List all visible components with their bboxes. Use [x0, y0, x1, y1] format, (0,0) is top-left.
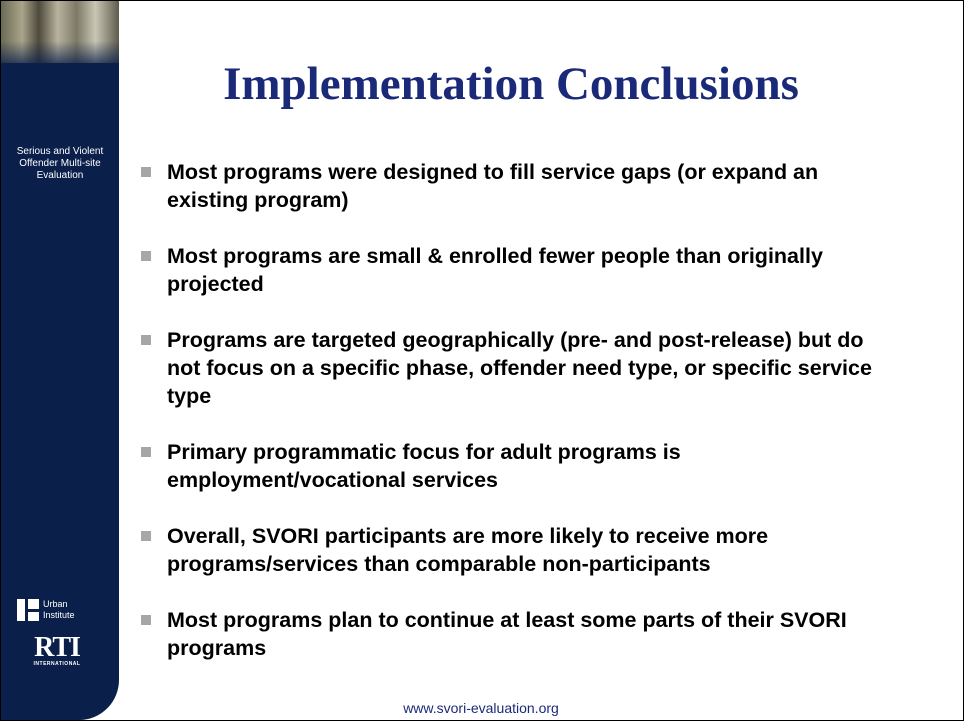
footer-url: www.svori-evaluation.org: [403, 700, 559, 716]
slide-title: Implementation Conclusions: [223, 58, 799, 110]
urban-icon: [17, 599, 39, 621]
photo-fade: [1, 41, 119, 71]
sidebar-caption: Serious and Violent Offender Multi-site …: [16, 146, 104, 181]
rti-sublabel: INTERNATIONAL: [33, 661, 81, 667]
urban-label: Urban Institute: [43, 599, 75, 620]
bullet-item: Overall, SVORI participants are more lik…: [141, 522, 881, 578]
urban-logo: Urban Institute: [17, 599, 87, 621]
bullet-item: Most programs were designed to fill serv…: [141, 158, 881, 214]
bullet-item: Programs are targeted geographically (pr…: [141, 326, 881, 410]
bullet-list: Most programs were designed to fill serv…: [141, 158, 881, 690]
bullet-item: Most programs are small & enrolled fewer…: [141, 242, 881, 298]
bullet-item: Most programs plan to continue at least …: [141, 606, 881, 662]
bullet-item: Primary programmatic focus for adult pro…: [141, 438, 881, 494]
rti-label: RTI: [34, 632, 81, 663]
rti-logo: RTI INTERNATIONAL: [17, 632, 97, 668]
sidebar: Serious and Violent Offender Multi-site …: [1, 1, 119, 720]
